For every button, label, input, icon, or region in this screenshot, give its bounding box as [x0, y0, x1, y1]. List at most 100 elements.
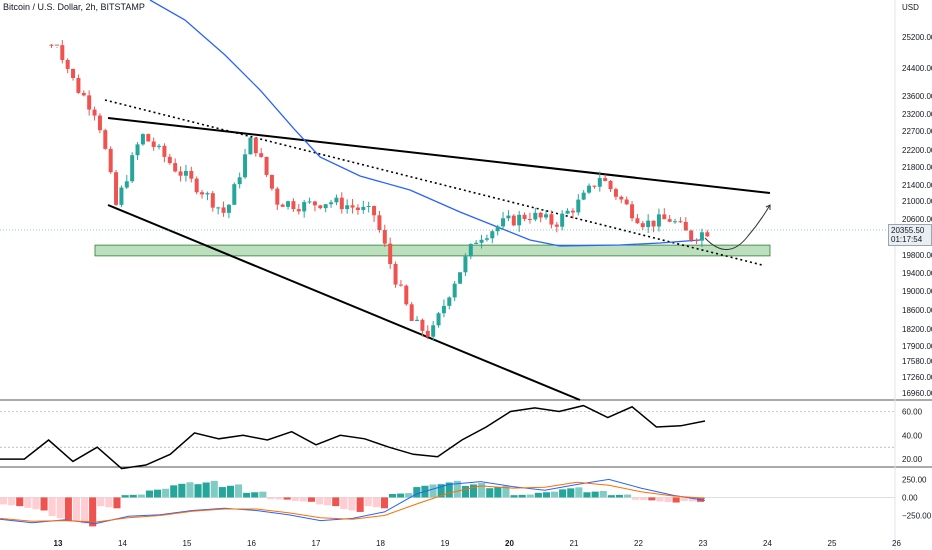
macd-histogram-bar	[640, 497, 648, 501]
y-tick-label: 21400.00	[902, 181, 932, 190]
macd-histogram-bar	[291, 497, 299, 501]
candle-body	[275, 188, 280, 205]
candle-body	[527, 219, 532, 221]
macd-histogram-bar	[413, 487, 421, 498]
macd-histogram-bar	[688, 497, 696, 502]
candle-body	[452, 283, 457, 298]
candle-body	[280, 204, 285, 207]
rsi-tick-label: 20.00	[902, 455, 923, 464]
x-tick-label: 22	[634, 539, 643, 548]
candle-body	[157, 145, 162, 147]
candle-body	[468, 243, 473, 257]
rsi-tick-label: 40.00	[902, 431, 923, 440]
candle-body	[441, 305, 446, 314]
macd-histogram-bar	[316, 497, 324, 505]
macd-histogram-bar	[470, 484, 478, 498]
macd-histogram-bar	[624, 494, 632, 498]
moving-average-line	[149, 0, 701, 247]
candle-body	[334, 197, 339, 203]
x-tick-label: 18	[376, 539, 385, 548]
macd-histogram-bar	[672, 497, 680, 503]
wedge-upper-trendline	[107, 117, 771, 194]
candle-body	[667, 219, 672, 222]
candle-body	[323, 204, 328, 209]
support-zone	[94, 244, 771, 257]
candle-body	[361, 206, 366, 211]
candle-body	[511, 215, 516, 226]
macd-histogram-bar	[275, 497, 283, 500]
candle-body	[54, 44, 59, 46]
macd-histogram-bar	[64, 497, 72, 521]
candle-body	[60, 45, 65, 60]
candle-body	[151, 141, 156, 147]
candle-body	[49, 44, 54, 46]
macd-histogram-bar	[680, 497, 688, 501]
candle-body	[490, 231, 495, 239]
x-tick-label: 20	[505, 539, 514, 548]
macd-histogram-bar	[632, 497, 640, 500]
candle-body	[447, 297, 452, 306]
macd-histogram-bar	[121, 495, 129, 498]
candle-body	[404, 285, 409, 305]
candle-body	[243, 154, 248, 178]
macd-histogram-bar	[299, 497, 307, 502]
macd-histogram-bar	[437, 484, 445, 498]
macd-histogram-bar	[129, 494, 137, 498]
candle-body	[130, 155, 135, 182]
macd-histogram-bar	[89, 497, 97, 527]
macd-histogram-bar	[267, 497, 275, 500]
macd-histogram-bar	[405, 493, 413, 498]
macd-histogram-bar	[583, 492, 591, 498]
candle-body	[135, 144, 140, 156]
macd-histogram-bar	[429, 484, 437, 498]
macd-histogram-bar	[380, 497, 389, 509]
candle-body	[221, 207, 226, 213]
candle-body	[146, 134, 151, 142]
macd-histogram-bar	[145, 490, 154, 498]
candle-body	[318, 205, 323, 209]
candle-body	[533, 212, 538, 220]
candle-body	[312, 201, 317, 206]
candle-body	[592, 185, 597, 187]
macd-histogram-bar	[607, 495, 615, 498]
candle-body	[398, 284, 403, 286]
macd-histogram-bar	[372, 497, 380, 508]
macd-histogram-bar	[591, 491, 599, 498]
macd-histogram-bar	[194, 484, 202, 498]
y-tick-label: 23600.00	[902, 92, 932, 101]
candle-body	[97, 115, 102, 131]
candle-body	[576, 199, 581, 213]
candle-body	[205, 193, 210, 195]
macd-histogram-bar	[340, 497, 348, 510]
candle-body	[194, 178, 199, 193]
candle-body	[259, 153, 264, 157]
last-price: 20355.50	[891, 226, 925, 235]
y-tick-label: 16960.00	[902, 389, 932, 398]
candle-body	[92, 109, 97, 116]
macd-histogram-bar	[559, 489, 567, 498]
macd-histogram-bar	[137, 494, 145, 498]
candle-body	[339, 197, 344, 210]
candle-body	[484, 238, 489, 240]
macd-histogram-bar	[494, 487, 502, 498]
x-tick-label: 21	[570, 539, 579, 548]
y-tick-label: 22200.00	[902, 146, 932, 155]
candle-body	[183, 170, 188, 176]
macd-histogram-bar	[648, 497, 656, 501]
y-tick-label: 19000.00	[902, 287, 932, 296]
candle-body	[608, 181, 613, 190]
x-tick-label: 25	[828, 539, 837, 548]
y-tick-label: 25200.00	[902, 33, 932, 42]
macd-tick-label: 0.00	[902, 493, 918, 502]
candle-body	[415, 319, 420, 321]
macd-histogram-bar	[235, 484, 243, 498]
projection-arrowhead	[765, 204, 771, 210]
candle-body	[522, 214, 527, 220]
candle-body	[420, 319, 425, 331]
candle-body	[565, 210, 570, 214]
candle-body	[114, 172, 119, 205]
x-tick-label: 16	[247, 539, 256, 548]
x-tick-label: 24	[763, 539, 772, 548]
macd-histogram-bar	[56, 497, 64, 519]
